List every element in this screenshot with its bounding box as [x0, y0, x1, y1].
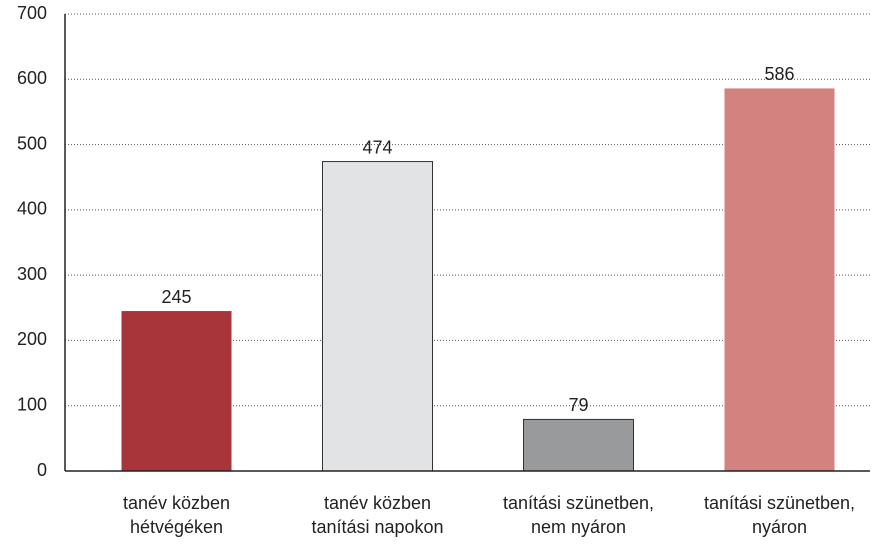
x-tick-label: tanítási szünetben, nem nyáron [503, 493, 654, 537]
value-label: 586 [764, 64, 794, 84]
x-tick-label-line: nem nyáron [531, 517, 626, 537]
y-tick-label: 100 [17, 394, 47, 414]
x-tick-label: tanév közben hétvégéken [123, 493, 230, 537]
value-label: 79 [568, 395, 588, 415]
x-tick-label-line: tanítási szünetben, [704, 493, 855, 513]
x-tick-label-line: tanév közben [324, 493, 431, 513]
y-tick-label: 0 [37, 460, 47, 480]
y-tick-label: 500 [17, 133, 47, 153]
bar [724, 88, 835, 471]
value-label: 245 [161, 287, 191, 307]
x-tick-label: tanév közben tanítási napokon [311, 493, 443, 537]
y-tick-label: 700 [17, 3, 47, 23]
x-tick-label: tanítási szünetben, nyáron [704, 493, 855, 537]
x-tick-label-line: nyáron [752, 517, 807, 537]
x-tick-label-line: tanítási napokon [311, 517, 443, 537]
bar [322, 161, 433, 472]
bar [523, 418, 634, 472]
y-tick-label: 200 [17, 329, 47, 349]
x-tick-label-line: tanév közben [123, 493, 230, 513]
y-tick-label: 400 [17, 199, 47, 219]
x-tick-label-line: hétvégéken [130, 517, 223, 537]
x-tick-label-line: tanítási szünetben, [503, 493, 654, 513]
bar [121, 311, 232, 471]
y-tick-label: 300 [17, 264, 47, 284]
y-tick-label: 600 [17, 68, 47, 88]
value-label: 474 [362, 137, 392, 157]
